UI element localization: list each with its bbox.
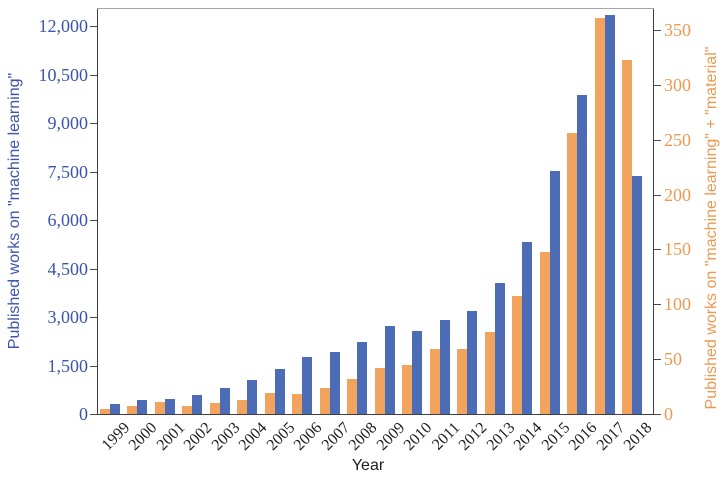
- bar-ml-material-2003: [209, 403, 220, 414]
- bar-ml-material-2000: [127, 406, 137, 414]
- bar-ml-2005: [274, 368, 285, 414]
- bar-ml-material-2002: [182, 406, 192, 414]
- bar-ml-material-2013: [484, 331, 495, 414]
- left-axis-title: Published works on "machine learning": [6, 72, 23, 350]
- top-frame-line: [97, 8, 654, 9]
- right-axis-tick-label: 0: [664, 404, 673, 424]
- bar-ml-2001: [164, 398, 175, 414]
- right-axis-tick-label: 300: [664, 74, 691, 95]
- bar-ml-2013: [494, 283, 505, 414]
- x-axis-title: Year: [351, 457, 385, 474]
- bar-ml-2014: [522, 241, 532, 414]
- bar-ml-material-2004: [237, 399, 247, 414]
- right-axis-tick: [654, 304, 661, 306]
- bar-ml-2016: [577, 94, 587, 414]
- bar-ml-material-2012: [457, 349, 467, 414]
- right-axis-tick: [654, 359, 661, 361]
- bar-ml-2007: [329, 352, 340, 414]
- right-axis-line: [653, 8, 654, 415]
- right-axis-tick: [654, 194, 661, 196]
- bar-ml-material-2014: [512, 295, 522, 414]
- bar-ml-material-2015: [539, 251, 550, 414]
- bar-ml-material-2001: [154, 401, 165, 414]
- bar-ml-material-2016: [567, 133, 577, 414]
- bar-ml-material-2010: [402, 364, 412, 414]
- bar-ml-1999: [109, 403, 120, 414]
- left-axis-line: [97, 8, 98, 415]
- left-axis-tick: [90, 171, 97, 173]
- bar-ml-material-2005: [264, 393, 275, 414]
- left-axis-tick-label: 6,000: [47, 210, 89, 230]
- left-axis-tick: [90, 220, 97, 221]
- bar-ml-2008: [357, 341, 367, 414]
- bar-ml-material-2008: [347, 378, 357, 414]
- left-axis-tick: [90, 26, 97, 27]
- right-axis-tick-label: 350: [664, 20, 691, 40]
- bar-ml-2015: [549, 170, 560, 414]
- right-axis-title: Published works on "machine learning" + …: [703, 46, 720, 410]
- right-axis-tick-label: 200: [664, 184, 691, 205]
- bar-ml-2010: [412, 330, 422, 414]
- left-axis-tick: [90, 74, 97, 76]
- bar-ml-material-2006: [292, 394, 302, 414]
- right-axis-tick-label: 50: [664, 349, 682, 370]
- bar-ml-2003: [219, 388, 230, 414]
- bar-ml-2002: [192, 395, 202, 414]
- right-axis-tick-label: 100: [664, 294, 691, 315]
- right-axis-tick: [654, 30, 661, 31]
- left-axis-tick-label: 3,000: [47, 307, 89, 327]
- bar-ml-material-2007: [319, 387, 330, 414]
- bar-ml-material-1999: [99, 408, 110, 414]
- left-axis-tick-label: 4,500: [47, 258, 89, 279]
- bar-ml-material-2009: [374, 367, 385, 414]
- left-axis-tick-label: 10,500: [38, 64, 89, 85]
- bar-ml-material-2017: [594, 17, 605, 414]
- bar-ml-2017: [604, 15, 615, 414]
- bar-ml-2012: [467, 310, 477, 414]
- bar-ml-2000: [137, 399, 147, 414]
- bar-ml-material-2018: [622, 59, 632, 414]
- left-axis-tick: [90, 317, 97, 318]
- right-axis-tick: [654, 84, 661, 86]
- right-axis-tick-label: 150: [664, 239, 691, 260]
- left-axis-tick: [90, 414, 97, 415]
- left-axis-tick-label: 0: [79, 404, 88, 424]
- bar-ml-2004: [247, 379, 257, 414]
- right-axis-tick: [654, 139, 661, 141]
- bar-ml-2018: [632, 176, 642, 414]
- left-axis-tick-label: 12,000: [38, 16, 89, 36]
- left-axis-tick-label: 7,500: [47, 161, 89, 182]
- left-axis-tick: [90, 123, 97, 124]
- left-axis-tick-label: 1,500: [47, 355, 89, 376]
- left-axis-tick: [90, 365, 97, 367]
- right-axis-tick: [654, 414, 661, 415]
- left-axis-tick: [90, 268, 97, 270]
- bar-ml-2011: [439, 320, 450, 414]
- right-axis-tick-label: 250: [664, 129, 691, 150]
- right-axis-tick: [654, 249, 661, 251]
- bar-ml-2006: [302, 357, 312, 414]
- left-axis-tick-label: 9,000: [47, 113, 89, 133]
- x-axis-line: [97, 414, 654, 415]
- bar-ml-2009: [384, 326, 395, 414]
- bar-ml-material-2011: [429, 349, 440, 414]
